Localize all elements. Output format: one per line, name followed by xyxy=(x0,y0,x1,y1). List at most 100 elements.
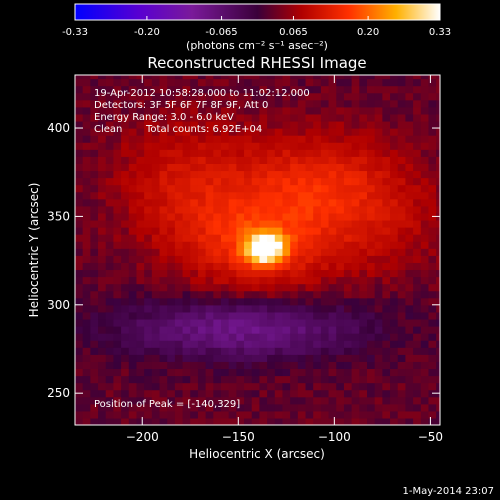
heatmap-cell xyxy=(374,106,383,115)
heatmap-cell xyxy=(205,262,214,271)
heatmap-cell xyxy=(428,135,437,143)
heatmap-cell xyxy=(413,205,422,214)
heatmap-cell xyxy=(144,248,153,256)
heatmap-cell xyxy=(128,396,138,405)
heatmap-cell xyxy=(390,142,399,150)
heatmap-cell xyxy=(205,149,214,157)
heatmap-cell xyxy=(382,78,391,87)
heatmap-cell xyxy=(367,149,376,157)
heatmap-cell xyxy=(397,212,407,221)
heatmap-cell xyxy=(136,333,145,341)
heatmap-cell xyxy=(328,389,337,398)
heatmap-cell xyxy=(205,219,214,228)
heatmap-cell xyxy=(428,262,437,271)
heatmap-cell xyxy=(190,269,199,278)
heatmap-cell xyxy=(136,198,145,207)
heatmap-cell xyxy=(251,241,261,249)
heatmap-cell xyxy=(420,361,430,370)
heatmap-cell xyxy=(328,212,337,221)
heatmap-cell xyxy=(374,290,383,299)
heatmap-cell xyxy=(282,120,291,129)
heatmap-cell xyxy=(221,177,230,186)
heatmap-cell xyxy=(244,99,253,108)
heatmap-cell xyxy=(236,283,245,292)
heatmap-cell xyxy=(105,234,115,242)
heatmap-cell xyxy=(113,212,122,221)
heatmap-cell xyxy=(274,347,284,355)
heatmap-cell xyxy=(297,99,307,108)
heatmap-cell xyxy=(336,389,345,398)
heatmap-cell xyxy=(313,361,322,370)
heatmap-cell xyxy=(159,340,168,348)
heatmap-cell xyxy=(290,120,299,129)
heatmap-cell xyxy=(328,396,337,405)
heatmap-cell xyxy=(228,375,237,384)
heatmap-cell xyxy=(136,382,145,391)
heatmap-cell xyxy=(320,170,330,179)
heatmap-cell xyxy=(297,92,307,101)
heatmap-cell xyxy=(382,227,391,235)
heatmap-cell xyxy=(374,227,383,235)
heatmap-cell xyxy=(259,255,268,263)
heatmap-cell xyxy=(390,234,399,242)
heatmap-cell xyxy=(159,410,168,419)
heatmap-cell xyxy=(290,396,299,405)
heatmap-cell xyxy=(236,410,245,419)
heatmap-cell xyxy=(390,212,399,221)
heatmap-cell xyxy=(151,255,161,263)
heatmap-cell xyxy=(236,255,245,263)
heatmap-cell xyxy=(282,248,291,256)
heatmap-cell xyxy=(274,75,284,80)
heatmap-cell xyxy=(297,333,307,341)
heatmap-cell xyxy=(367,382,376,391)
heatmap-cell xyxy=(320,99,330,108)
heatmap-cell xyxy=(167,219,176,228)
heatmap-cell xyxy=(428,318,437,327)
heatmap-cell xyxy=(182,135,191,143)
heatmap-cell xyxy=(390,163,399,172)
heatmap-cell xyxy=(182,396,191,405)
heatmap-cell xyxy=(405,234,414,242)
heatmap-cell xyxy=(328,99,337,108)
heatmap-cell xyxy=(290,361,299,370)
heatmap-cell xyxy=(151,304,161,313)
heatmap-cell xyxy=(244,269,253,278)
heatmap-cell xyxy=(328,177,337,186)
heatmap-cell xyxy=(213,283,222,292)
heatmap-cell xyxy=(167,333,176,341)
heatmap-cell xyxy=(351,333,360,341)
heatmap-cell xyxy=(174,290,184,299)
heatmap-cell xyxy=(75,99,84,108)
heatmap-cell xyxy=(259,184,268,193)
heatmap-cell xyxy=(75,85,84,94)
heatmap-cell xyxy=(267,304,276,313)
heatmap-cell xyxy=(244,410,253,419)
heatmap-cell xyxy=(174,106,184,115)
heatmap-cell xyxy=(405,417,414,425)
heatmap-cell xyxy=(374,389,383,398)
heatmap-cell xyxy=(136,142,145,150)
heatmap-cell xyxy=(359,410,368,419)
heatmap-cell xyxy=(282,410,291,419)
heatmap-cell xyxy=(320,212,330,221)
heatmap-cell xyxy=(351,184,360,193)
heatmap-cell xyxy=(167,262,176,271)
heatmap-cell xyxy=(420,156,430,164)
heatmap-cell xyxy=(397,177,407,186)
heatmap-cell xyxy=(413,227,422,235)
heatmap-cell xyxy=(144,347,153,355)
heatmap-cell xyxy=(382,163,391,172)
heatmap-cell xyxy=(251,403,261,412)
heatmap-cell xyxy=(221,85,230,94)
heatmap-cell xyxy=(290,375,299,384)
heatmap-cell xyxy=(228,333,237,341)
heatmap-cell xyxy=(328,149,337,157)
heatmap-cell xyxy=(244,135,253,143)
heatmap-cell xyxy=(428,156,437,164)
heatmap-cell xyxy=(197,375,207,384)
heatmap-cell xyxy=(159,227,168,235)
heatmap-cell xyxy=(205,241,214,249)
heatmap-cell xyxy=(197,149,207,157)
heatmap-cell xyxy=(297,149,307,157)
